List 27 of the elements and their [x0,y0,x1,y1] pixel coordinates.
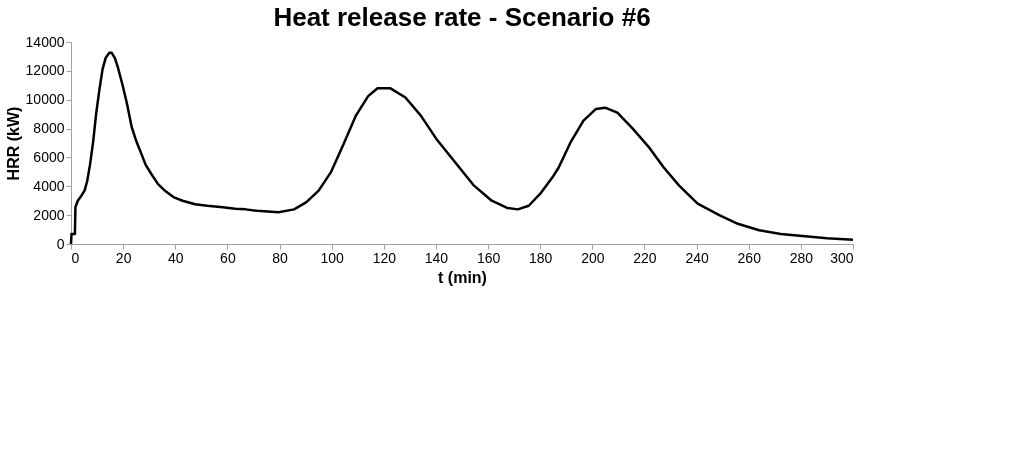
y-tick-label: 10000 [25,91,65,108]
y-tick-label: 8000 [33,120,65,137]
x-tick-label: 100 [320,249,345,266]
y-tick-label: 12000 [25,62,65,79]
y-tick-label: 14000 [25,33,65,50]
x-tick-label: 180 [529,249,553,266]
x-tick-label: 220 [633,249,657,266]
x-tick-label: 60 [220,249,236,266]
x-tick-label: 160 [476,249,501,266]
y-tick-label: 0 [56,235,65,252]
y-tick-label: 6000 [33,148,65,165]
x-tick-label: 200 [581,249,605,266]
x-tick-label: 300 [830,249,854,266]
x-tick-label: 0 [71,249,80,266]
x-tick-label: 280 [789,249,814,266]
x-tick-label: 20 [115,249,132,266]
x-tick-label: 240 [685,249,709,266]
x-tick-label: 40 [167,249,184,266]
x-tick-label: 80 [272,249,289,266]
x-tick-label: 120 [372,249,397,266]
y-tick-label: 4000 [33,177,65,194]
y-axis-title: HRR (kW) [4,106,22,181]
chart-title: Heat release rate - Scenario #6 [273,2,651,32]
x-tick-label: 140 [424,249,449,266]
y-tick-label: 2000 [33,206,65,223]
x-axis-title: t (min) [438,268,487,286]
x-tick-label: 260 [737,249,762,266]
